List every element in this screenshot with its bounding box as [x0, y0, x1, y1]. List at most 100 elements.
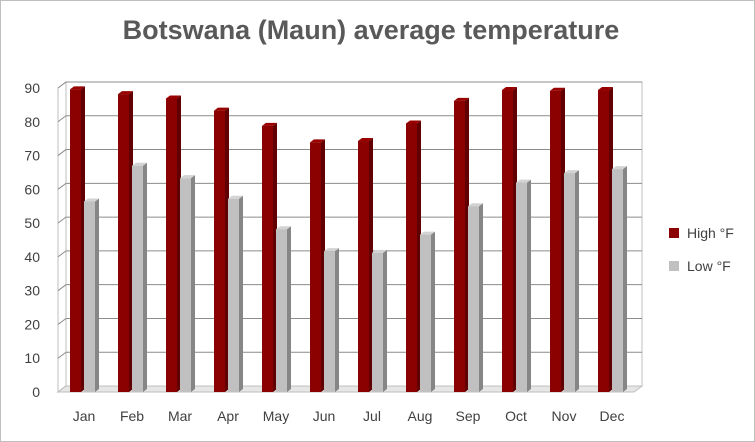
bar-front	[180, 178, 191, 392]
bar-low-sep	[468, 203, 483, 392]
bar-top	[180, 175, 195, 179]
gridline	[57, 216, 642, 224]
x-tick-label: Jun	[313, 408, 336, 424]
bar-low-jul	[372, 249, 387, 392]
bar-front	[564, 173, 575, 392]
bar-high-jan	[70, 86, 85, 393]
gridline	[57, 284, 642, 292]
bar-front	[502, 90, 513, 392]
legend-item-high: High °F	[669, 223, 734, 243]
bar-low-oct	[516, 179, 531, 392]
bar-front	[324, 251, 335, 392]
x-tick-label: Mar	[168, 408, 192, 424]
bar-low-nov	[564, 170, 579, 392]
bar-side	[239, 195, 243, 392]
y-tick-label: 90	[24, 80, 40, 96]
gridline	[57, 351, 642, 359]
bar-front	[358, 141, 369, 392]
bar-front	[372, 252, 383, 392]
bar-front	[406, 123, 417, 392]
bar-high-nov	[550, 87, 565, 393]
bar-low-apr	[228, 195, 243, 392]
bar-top	[324, 248, 339, 252]
bar-top	[420, 231, 435, 235]
x-tick-label: Jan	[73, 408, 96, 424]
bar-side	[383, 249, 387, 392]
bar-top	[502, 87, 517, 91]
bar-high-feb	[118, 91, 133, 392]
y-tick-label: 20	[24, 316, 40, 332]
bar-top	[454, 97, 469, 101]
gridline	[57, 115, 642, 123]
y-tick-label: 10	[24, 350, 40, 366]
bar-top	[262, 122, 277, 126]
x-tick-label: Jul	[363, 408, 381, 424]
gridline	[57, 149, 642, 156]
bar-front	[550, 90, 561, 393]
bar-low-mar	[180, 175, 195, 392]
x-tick-label: Nov	[552, 408, 577, 424]
bar-front	[276, 229, 287, 392]
y-tick-label: 0	[32, 384, 40, 400]
bar-side	[287, 226, 291, 392]
x-tick-label: Feb	[120, 408, 144, 424]
bar-front	[454, 100, 465, 392]
bar-low-feb	[132, 162, 147, 392]
gridline	[57, 250, 642, 258]
bar-top	[70, 86, 85, 90]
bar-top	[276, 226, 291, 230]
bar-front	[118, 94, 129, 392]
legend-swatch-high	[669, 228, 679, 238]
bar-top	[84, 198, 99, 202]
gridline	[57, 317, 642, 325]
bar-top	[166, 95, 181, 99]
bar-low-jan	[84, 198, 99, 392]
legend-item-low: Low °F	[669, 256, 734, 276]
bar-top	[214, 107, 229, 111]
y-tick-label: 50	[24, 215, 40, 231]
bar-low-may	[276, 226, 291, 392]
bar-front	[214, 110, 225, 393]
bar-top	[468, 203, 483, 207]
bar-high-may	[262, 122, 277, 392]
legend-label-low: Low °F	[687, 258, 731, 274]
bar-front	[228, 198, 239, 392]
x-tick-label: Sep	[456, 408, 481, 424]
bar-high-jul	[358, 138, 373, 392]
bar-low-jun	[324, 248, 339, 392]
bar-high-dec	[598, 87, 613, 392]
bar-top	[550, 87, 565, 91]
bar-side	[479, 203, 483, 392]
bar-side	[143, 162, 147, 392]
bar-high-mar	[166, 95, 181, 393]
bar-side	[527, 179, 531, 392]
floor	[56, 385, 644, 393]
x-tick-label: May	[263, 408, 289, 424]
x-tick-label: Apr	[217, 408, 239, 424]
bar-front	[70, 89, 81, 393]
bar-high-sep	[454, 97, 469, 392]
x-tick-label: Aug	[408, 408, 433, 424]
bar-side	[431, 231, 435, 392]
bar-top	[310, 139, 325, 143]
bar-low-dec	[612, 166, 627, 392]
y-tick-label: 80	[24, 114, 40, 130]
bar-top	[118, 91, 133, 95]
bar-front	[420, 234, 431, 392]
bar-top	[516, 179, 531, 183]
legend-label-high: High °F	[687, 225, 734, 241]
bar-high-aug	[406, 120, 421, 392]
bar-high-apr	[214, 107, 229, 393]
bar-side	[575, 170, 579, 392]
bar-high-jun	[310, 139, 325, 392]
bar-front	[310, 142, 321, 392]
bar-front	[262, 125, 273, 392]
bar-front	[84, 201, 95, 392]
bar-top	[406, 120, 421, 124]
side-wall	[57, 81, 67, 393]
bar-top	[612, 166, 627, 170]
gridline	[57, 81, 642, 89]
bar-top	[564, 170, 579, 174]
